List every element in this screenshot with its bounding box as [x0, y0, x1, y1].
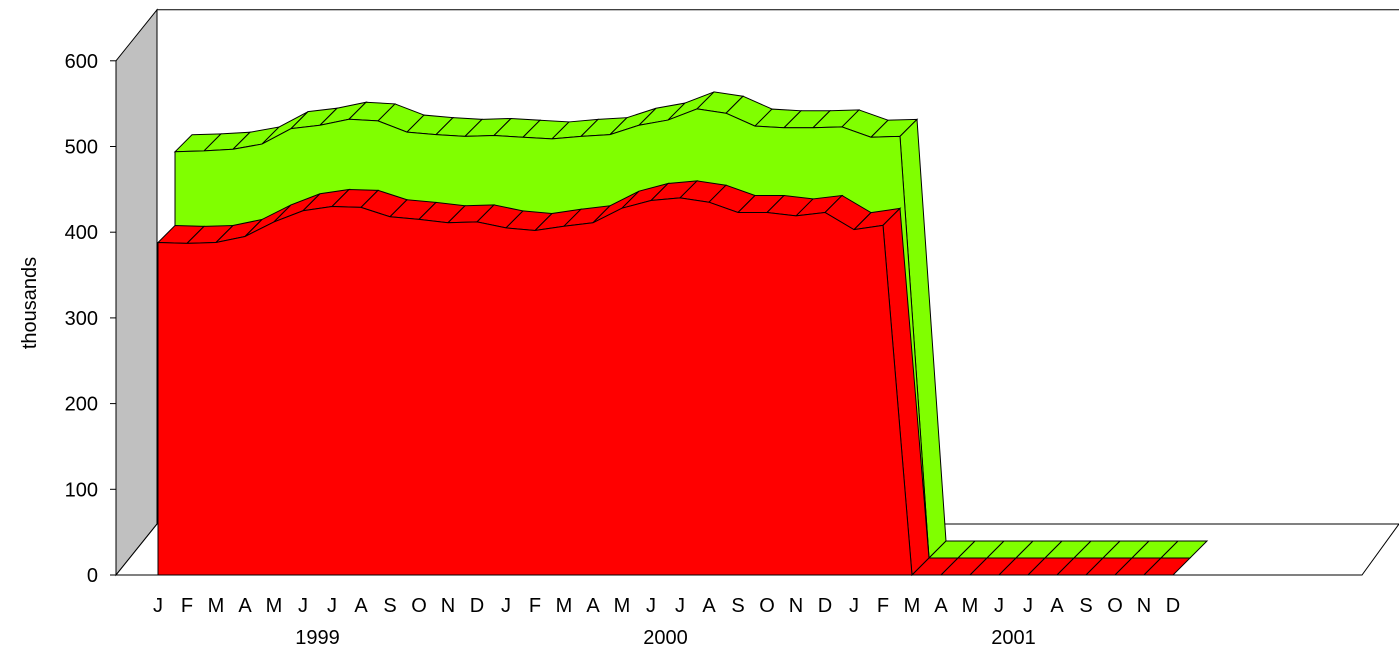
x-tick-label: A	[586, 595, 600, 617]
x-tick-label: O	[1107, 595, 1123, 617]
x-tick-label: M	[962, 595, 979, 617]
x-tick-label: J	[298, 595, 308, 617]
y-tick-label: 400	[65, 222, 98, 244]
x-tick-label: M	[904, 595, 921, 617]
x-tick-label: S	[383, 595, 396, 617]
x-tick-label: S	[1079, 595, 1092, 617]
x-tick-label: F	[181, 595, 193, 617]
left-wall	[115, 8, 158, 577]
x-tick-label: O	[411, 595, 427, 617]
x-axis: J F M A M J J A S O N D J F M A M J J A S O N D J F M A M J J A S O N D1999…	[153, 595, 1180, 649]
y-tick-label: 300	[65, 308, 98, 330]
x-tick-label: D	[470, 595, 484, 617]
series-front-face	[157, 197, 1173, 576]
x-tick-label: A	[354, 595, 368, 617]
y-tick-label: 0	[87, 565, 98, 587]
x-tick-label: N	[441, 595, 455, 617]
x-tick-label: J	[153, 595, 163, 617]
x-tick-label: N	[1137, 595, 1151, 617]
back-wall	[156, 9, 1399, 524]
y-tick-label: 500	[65, 137, 98, 159]
x-group-label: 1999	[295, 627, 340, 649]
x-tick-label: M	[208, 595, 225, 617]
x-tick-label: J	[994, 595, 1004, 617]
series-1	[156, 180, 1192, 577]
x-tick-label: J	[646, 595, 656, 617]
x-tick-label: D	[1166, 595, 1180, 617]
x-tick-label: J	[675, 595, 685, 617]
x-tick-label: M	[614, 595, 631, 617]
y-tick-label: 600	[65, 51, 98, 73]
x-tick-label: S	[731, 595, 744, 617]
x-tick-label: F	[877, 595, 889, 617]
x-group-label: 2001	[991, 627, 1036, 649]
x-tick-label: A	[1050, 595, 1064, 617]
x-tick-label: N	[789, 595, 803, 617]
x-tick-label: A	[934, 595, 948, 617]
y-tick-label: 100	[65, 479, 98, 501]
y-tick-label: 200	[65, 394, 98, 416]
x-tick-label: D	[818, 595, 832, 617]
x-tick-label: J	[327, 595, 337, 617]
x-tick-label: J	[1023, 595, 1033, 617]
series-layer	[156, 91, 1209, 577]
x-tick-label: M	[266, 595, 283, 617]
y-axis: 0 100 200 300 400 500 600	[65, 51, 116, 587]
y-axis-title: thousands	[19, 257, 41, 349]
x-tick-label: O	[759, 595, 775, 617]
x-tick-label: F	[529, 595, 541, 617]
x-tick-label: J	[501, 595, 511, 617]
x-group-label: 2000	[643, 627, 688, 649]
x-tick-label: A	[238, 595, 252, 617]
x-tick-label: A	[702, 595, 716, 617]
x-tick-label: M	[556, 595, 573, 617]
x-tick-label: J	[849, 595, 859, 617]
